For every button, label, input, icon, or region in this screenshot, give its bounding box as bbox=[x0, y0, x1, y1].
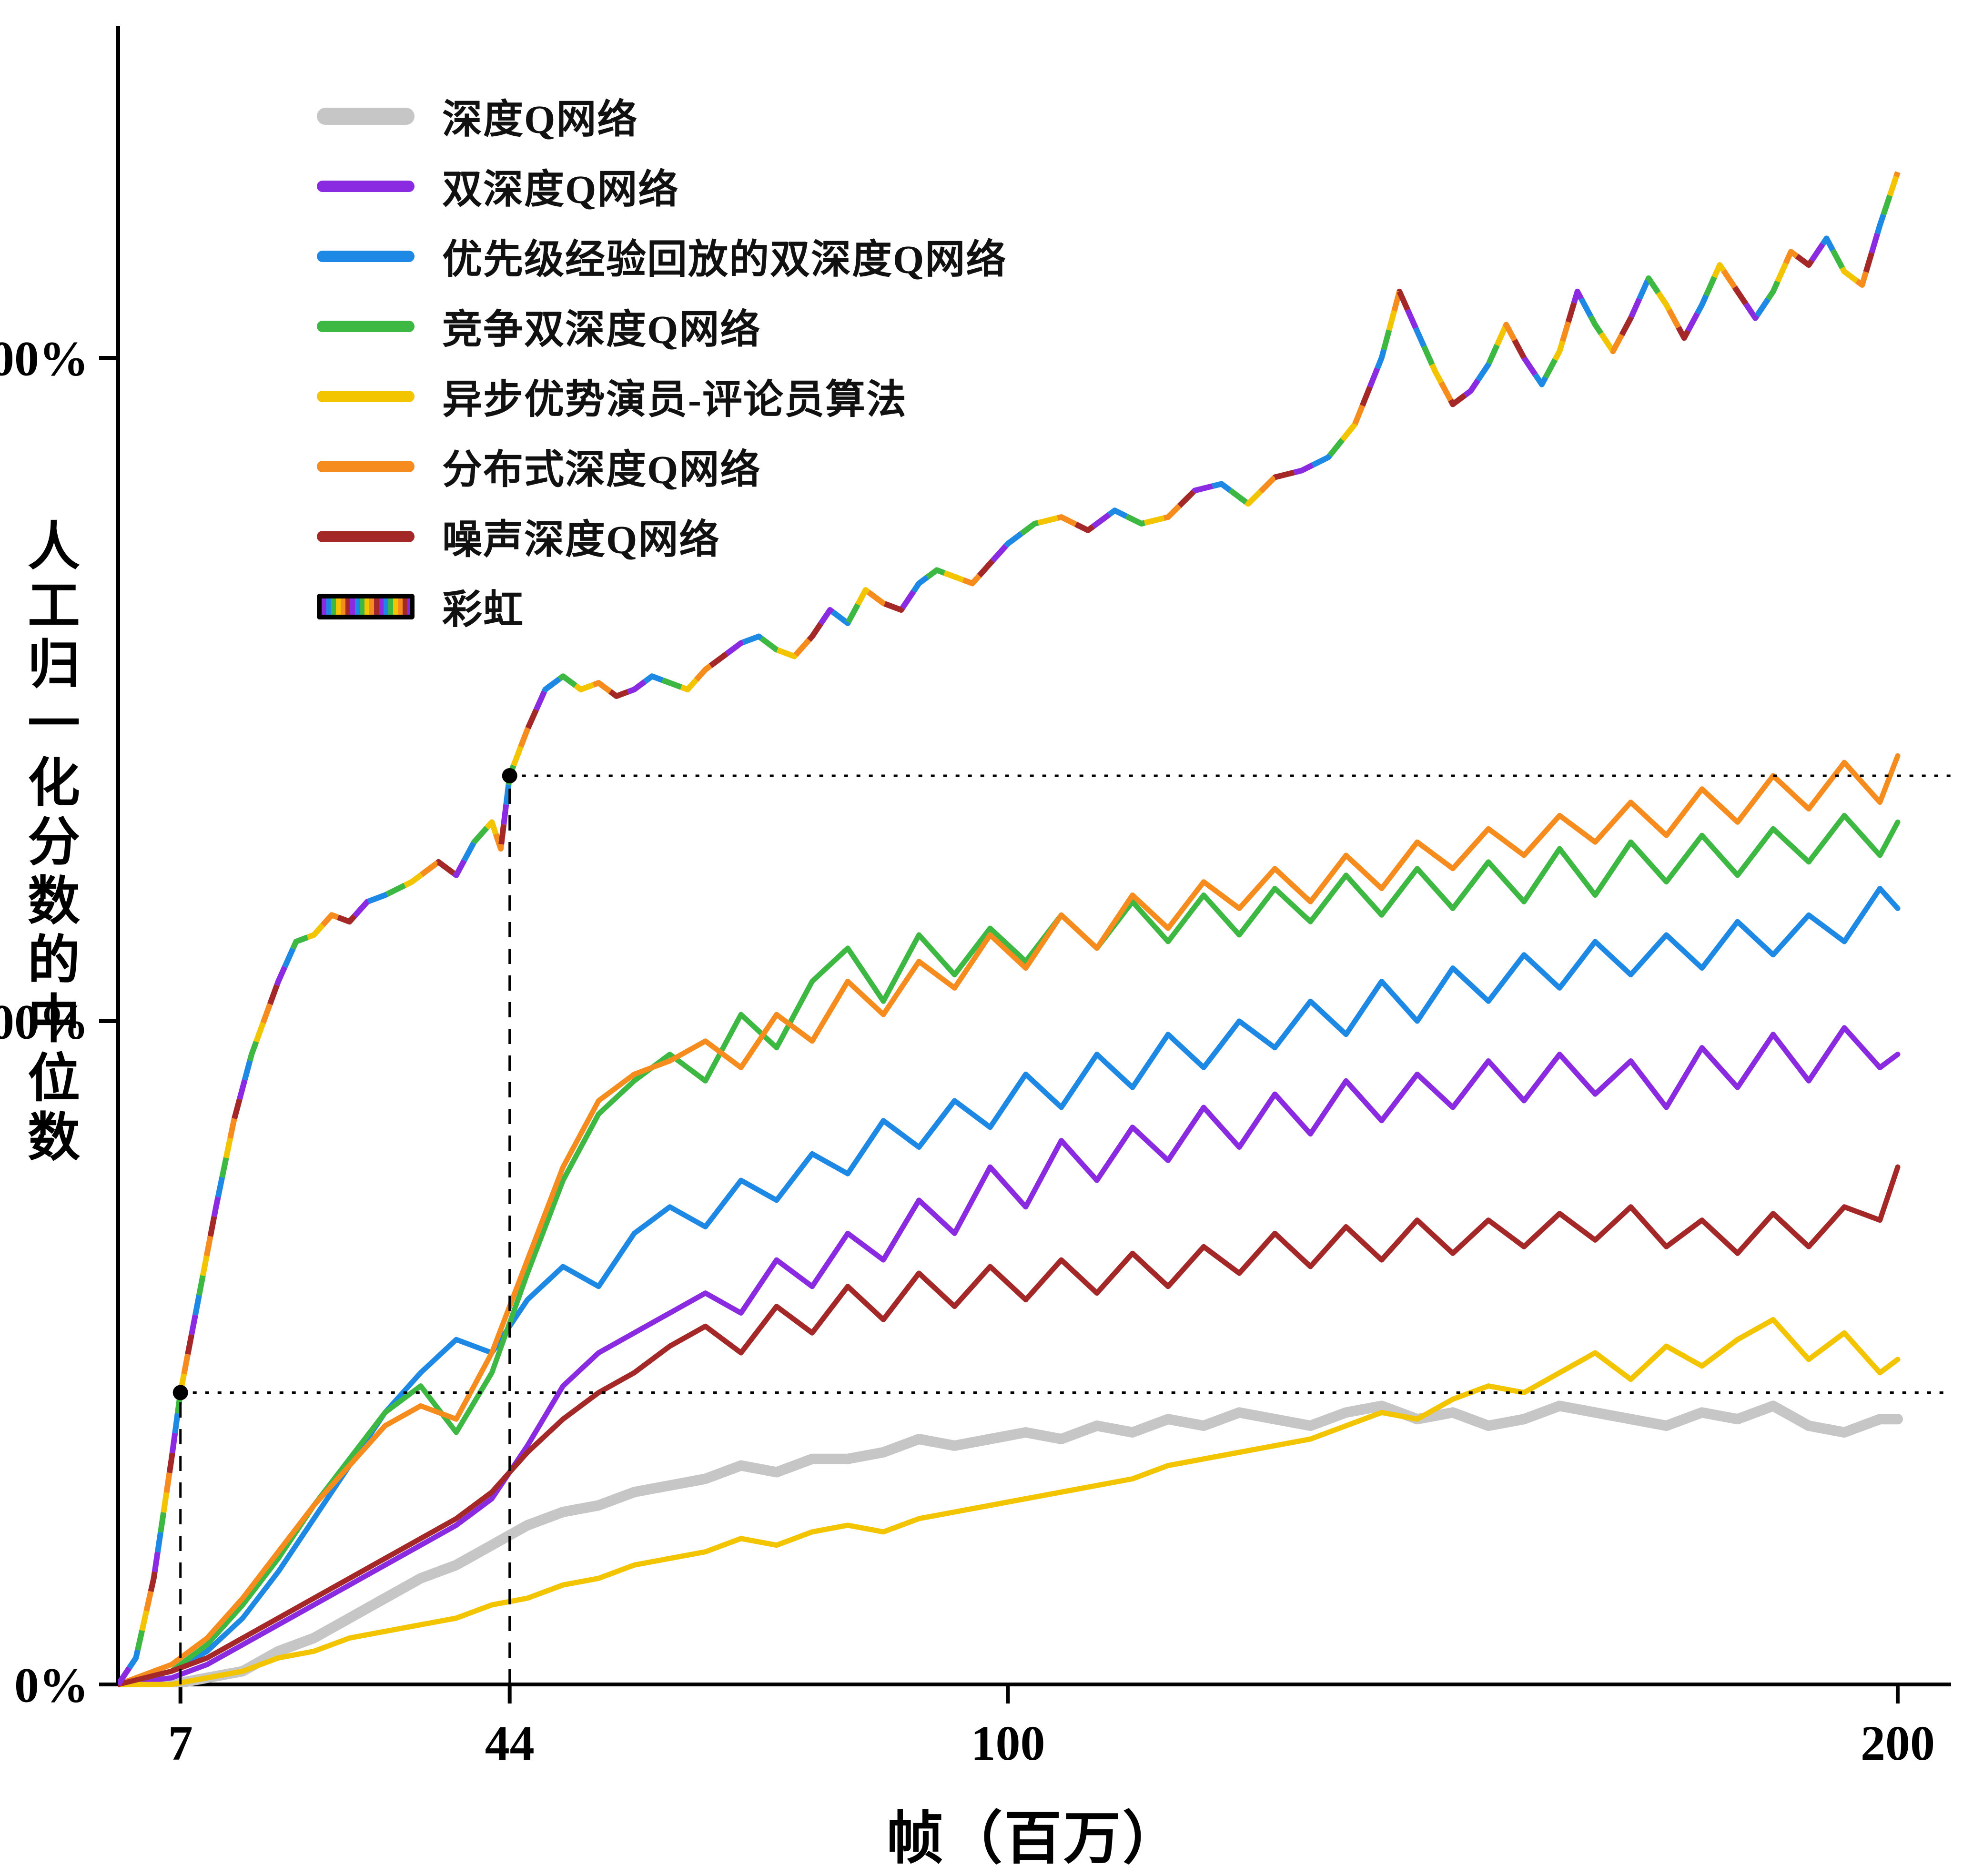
guide-point bbox=[502, 768, 517, 783]
legend-label: 彩虹 bbox=[442, 588, 525, 632]
prioritized-ddqn-color-swatch bbox=[317, 250, 415, 262]
series-line bbox=[118, 813, 1901, 1687]
a3c-color-swatch bbox=[317, 390, 415, 402]
x-tick-label: 200 bbox=[1861, 1716, 1935, 1771]
x-tick-label: 7 bbox=[168, 1716, 193, 1771]
rainbow-color-swatch bbox=[317, 593, 415, 619]
x-axis-label: 帧（百万） bbox=[886, 1807, 1182, 1870]
y-tick-label: 0% bbox=[14, 1658, 89, 1713]
noisy-dqn-color-swatch bbox=[317, 530, 415, 542]
series-group bbox=[118, 171, 1903, 1687]
y-tick-label: 100% bbox=[0, 994, 89, 1049]
dueling-ddqn-color-swatch bbox=[317, 320, 415, 332]
y-axis-label: 人工归一化分数的中位数 bbox=[20, 518, 78, 1168]
legend-label: 异步优势演员-评论员算法 bbox=[442, 378, 907, 422]
series-line bbox=[118, 1025, 1901, 1687]
dqn-color-swatch bbox=[317, 107, 415, 125]
rainbow-series-line bbox=[118, 171, 1901, 1686]
series-line bbox=[118, 1400, 1903, 1687]
legend-item-noisy-dqn: 噪声深度Q网络 bbox=[317, 501, 1007, 571]
legend-label: 优先级经验回放的双深度Q网络 bbox=[442, 238, 1007, 282]
legend-item-dqn: 深度Q网络 bbox=[317, 81, 1007, 151]
legend-item-distributional-dqn: 分布式深度Q网络 bbox=[317, 431, 1007, 501]
series-line bbox=[118, 1317, 1901, 1687]
legend-label: 双深度Q网络 bbox=[442, 168, 679, 212]
legend-label: 深度Q网络 bbox=[442, 98, 638, 142]
guide-point bbox=[172, 1385, 188, 1400]
double-dqn-color-swatch bbox=[317, 180, 415, 192]
legend-item-double-dqn: 双深度Q网络 bbox=[317, 151, 1007, 221]
legend-item-rainbow: 彩虹 bbox=[317, 571, 1007, 641]
distributional-dqn-color-swatch bbox=[317, 460, 415, 472]
series-line bbox=[118, 1164, 1901, 1687]
series-line bbox=[118, 886, 1901, 1687]
legend-item-prioritized-ddqn: 优先级经验回放的双深度Q网络 bbox=[317, 221, 1007, 291]
legend-label: 分布式深度Q网络 bbox=[442, 448, 761, 492]
legend-item-a3c: 异步优势演员-评论员算法 bbox=[317, 361, 1007, 431]
legend-item-dueling-ddqn: 竞争双深度Q网络 bbox=[317, 291, 1007, 361]
y-tick-label: 200% bbox=[0, 331, 89, 386]
legend-label: 噪声深度Q网络 bbox=[442, 518, 720, 562]
legend-label: 竞争双深度Q网络 bbox=[442, 308, 761, 352]
rainbow-series-line bbox=[118, 171, 1901, 1686]
series-line bbox=[118, 753, 1901, 1687]
x-tick-label: 44 bbox=[485, 1716, 535, 1771]
x-tick-label: 100 bbox=[971, 1716, 1045, 1771]
rainbow-series-line bbox=[118, 171, 1901, 1686]
legend: 深度Q网络 双深度Q网络 优先级经验回放的双深度Q网络 竞争双深度Q网络 异步优… bbox=[317, 81, 1007, 641]
